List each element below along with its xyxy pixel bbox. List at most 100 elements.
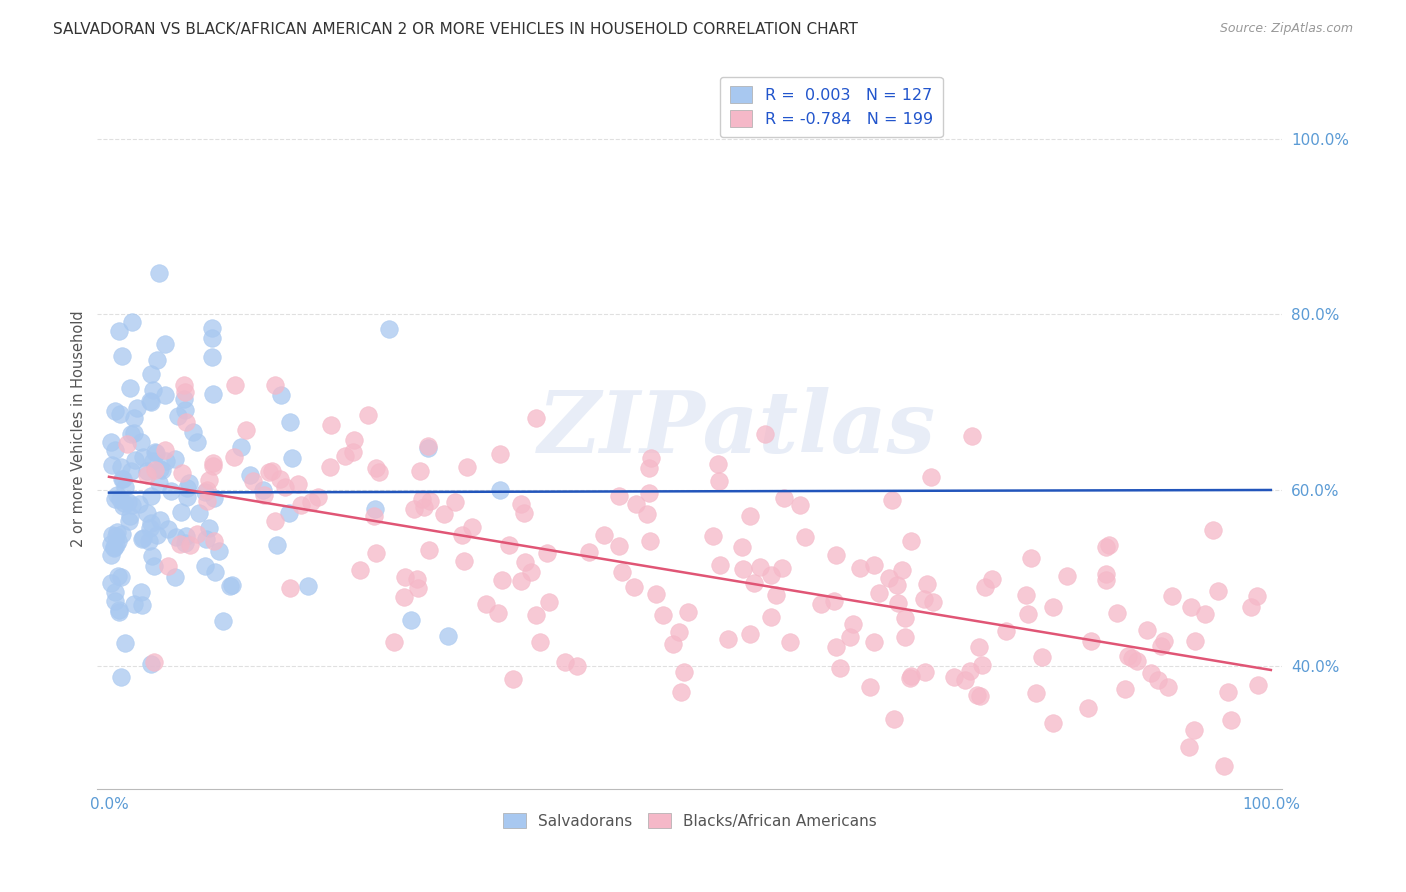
Point: [748, 559, 770, 574]
Point: [1025, 686, 1047, 700]
Point: [136, 468, 159, 483]
Point: [177, 476, 200, 491]
Point: [717, 632, 740, 647]
Point: [122, 411, 145, 425]
Point: [1031, 650, 1053, 665]
Point: [165, 530, 187, 544]
Point: [731, 562, 754, 576]
Point: [537, 594, 560, 608]
Point: [761, 568, 783, 582]
Point: [195, 532, 218, 546]
Point: [201, 321, 224, 335]
Point: [195, 483, 218, 498]
Point: [174, 535, 197, 549]
Point: [148, 476, 170, 491]
Point: [1160, 589, 1182, 603]
Point: [451, 528, 474, 542]
Point: [128, 497, 150, 511]
Point: [198, 521, 221, 535]
Point: [707, 457, 730, 471]
Point: [1015, 589, 1038, 603]
Point: [110, 570, 132, 584]
Point: [868, 585, 890, 599]
Point: [638, 533, 661, 548]
Point: [1105, 606, 1128, 620]
Point: [607, 540, 630, 554]
Point: [491, 573, 513, 587]
Point: [198, 473, 221, 487]
Point: [181, 425, 204, 440]
Point: [100, 548, 122, 562]
Point: [1080, 634, 1102, 648]
Point: [103, 540, 125, 554]
Point: [145, 353, 167, 368]
Point: [1150, 639, 1173, 653]
Point: [108, 407, 131, 421]
Point: [1077, 701, 1099, 715]
Point: [651, 607, 673, 622]
Point: [418, 542, 440, 557]
Point: [411, 491, 433, 506]
Point: [453, 553, 475, 567]
Point: [669, 685, 692, 699]
Point: [974, 580, 997, 594]
Point: [108, 324, 131, 338]
Point: [135, 464, 157, 478]
Point: [922, 595, 945, 609]
Point: [772, 491, 794, 506]
Point: [894, 611, 917, 625]
Point: [142, 454, 165, 468]
Point: [593, 527, 616, 541]
Point: [194, 558, 217, 573]
Point: [742, 575, 765, 590]
Point: [912, 591, 935, 606]
Point: [165, 452, 187, 467]
Point: [104, 538, 127, 552]
Point: [307, 490, 329, 504]
Point: [131, 532, 153, 546]
Point: [252, 483, 274, 497]
Point: [382, 634, 405, 648]
Point: [122, 425, 145, 440]
Point: [176, 490, 198, 504]
Point: [364, 502, 387, 516]
Point: [100, 434, 122, 449]
Point: [174, 415, 197, 429]
Point: [880, 493, 903, 508]
Point: [536, 546, 558, 560]
Point: [120, 509, 142, 524]
Point: [194, 484, 217, 499]
Point: [174, 384, 197, 399]
Point: [212, 615, 235, 629]
Point: [260, 464, 283, 478]
Point: [943, 670, 966, 684]
Point: [114, 636, 136, 650]
Point: [702, 529, 724, 543]
Point: [1194, 607, 1216, 621]
Point: [1095, 540, 1118, 554]
Point: [287, 477, 309, 491]
Point: [900, 533, 922, 548]
Point: [120, 464, 142, 478]
Point: [1184, 723, 1206, 738]
Point: [299, 495, 322, 509]
Point: [139, 516, 162, 531]
Point: [509, 497, 531, 511]
Point: [488, 483, 510, 497]
Point: [914, 665, 936, 679]
Point: [263, 377, 285, 392]
Point: [142, 383, 165, 397]
Point: [120, 381, 142, 395]
Point: [108, 605, 131, 619]
Point: [112, 495, 135, 509]
Point: [120, 426, 142, 441]
Point: [270, 388, 292, 402]
Point: [176, 481, 198, 495]
Point: [153, 388, 176, 402]
Point: [399, 613, 422, 627]
Point: [100, 537, 122, 551]
Point: [1212, 758, 1234, 772]
Point: [900, 669, 922, 683]
Point: [524, 410, 547, 425]
Point: [202, 387, 225, 401]
